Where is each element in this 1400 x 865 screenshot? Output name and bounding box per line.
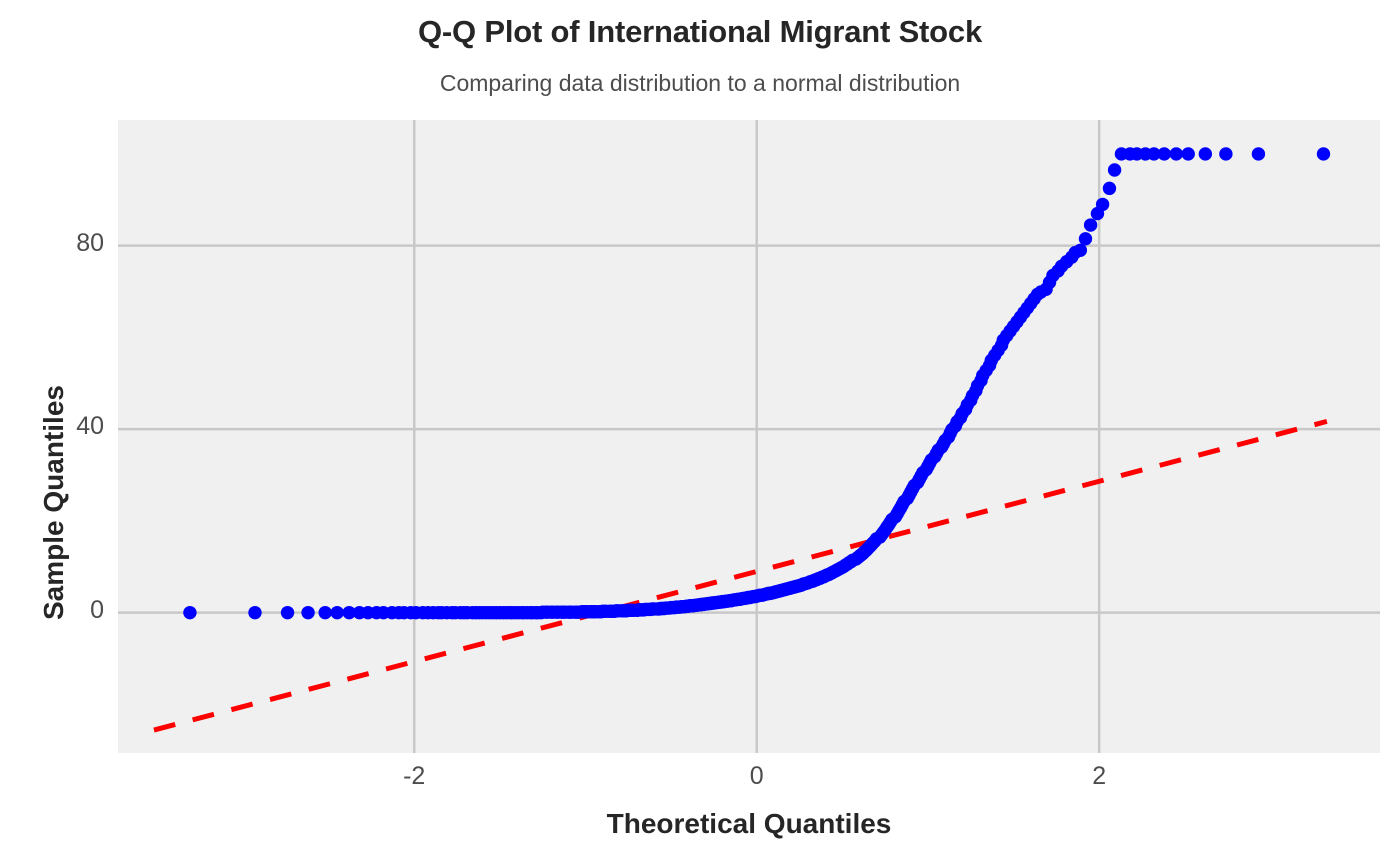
y-tick-label: 0 [90, 595, 104, 624]
data-points [183, 147, 1331, 620]
page-title: Q-Q Plot of International Migrant Stock [418, 14, 982, 49]
x-tick-label: -2 [403, 762, 426, 790]
plot-area [118, 120, 1380, 753]
x-axis-title: Theoretical Quantiles [606, 808, 892, 839]
y-tick-label: 40 [76, 412, 104, 441]
x-tick-label: 2 [1092, 762, 1107, 790]
chart-subtitle: Comparing data distribution to a normal … [439, 70, 961, 96]
plot-canvas [118, 120, 1380, 753]
reference-line [153, 418, 1328, 733]
y-axis-title: Sample Quantiles [38, 385, 69, 620]
x-tick-label: 0 [749, 762, 764, 790]
y-tick-label: 80 [76, 228, 104, 257]
gridlines [118, 120, 1380, 753]
